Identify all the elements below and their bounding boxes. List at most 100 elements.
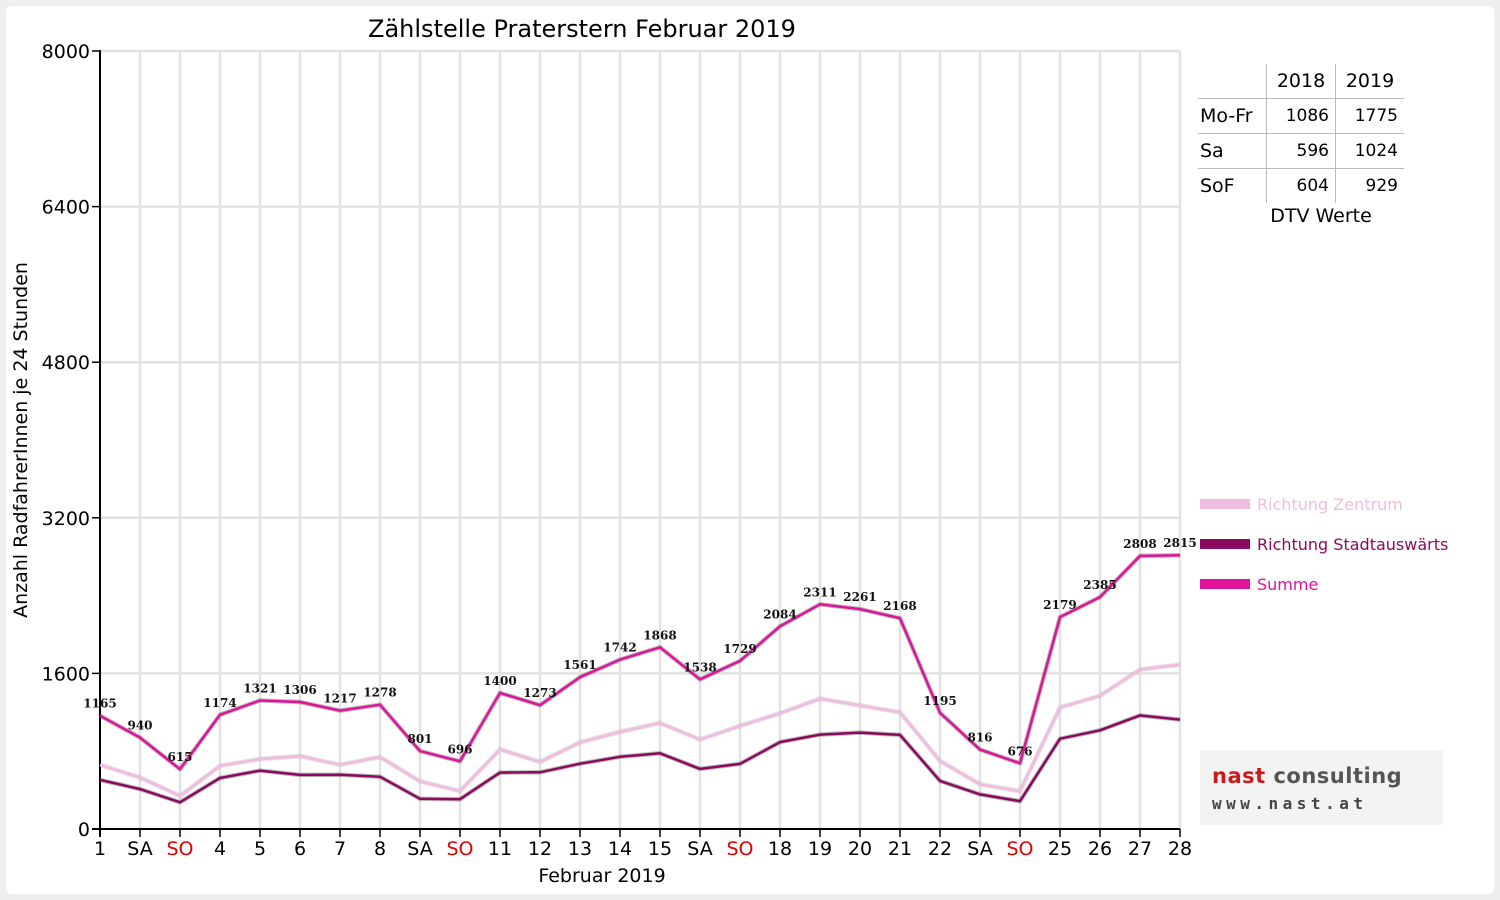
series-line-stroke [99,663,1181,798]
legend-label: Richtung Stadtauswärts [1257,535,1448,554]
nast-consulting-logo: nast consulting www.nast.at [1200,750,1443,825]
legend-swatch [1200,579,1250,589]
y-tick-label: 6400 [42,197,90,219]
data-label: 1217 [323,692,356,706]
x-tick-label: 12 [528,838,552,860]
series-line [98,552,1181,772]
y-tick-label: 0 [78,819,90,841]
data-label: 1868 [643,628,676,642]
x-tick-label: SO [1006,838,1033,860]
dtv-row-label: Mo-Fr [1198,98,1267,134]
logo-url: www.nast.at [1212,794,1368,813]
x-tick-label: 8 [374,838,386,860]
data-label: 1174 [203,696,236,710]
dtv-table: 2018 2019 Mo-Fr 1086 1775 Sa 596 1024 So… [1198,64,1404,227]
series-line-shadow [98,552,1181,772]
x-tick-label: 20 [848,838,872,860]
dtv-cell: 929 [1335,168,1404,203]
dtv-cell: 1024 [1335,133,1404,169]
data-label: 1306 [283,683,316,697]
dtv-row-label: Sa [1198,133,1267,169]
series-line [99,662,1181,799]
data-label: 1278 [363,686,396,700]
data-label: 940 [127,719,152,733]
series-line-stroke [99,553,1181,771]
x-tick-label: 25 [1048,838,1072,860]
legend: Richtung Zentrum Richtung Stadtauswärts Su… [1200,495,1448,594]
data-label: 1742 [603,641,636,655]
y-tick-labels: 0 1600 3200 4800 6400 8000 [42,41,90,841]
legend-entry: Richtung Stadtauswärts [1200,535,1448,554]
x-tick-label: SA [407,838,432,860]
data-label: 2261 [843,590,876,604]
data-label: 1321 [243,682,276,696]
dtv-cell: 604 [1266,168,1336,203]
data-label: 2385 [1083,578,1116,592]
data-label: 1195 [923,694,956,708]
data-label: 1273 [523,686,556,700]
legend-entry: Summe [1200,575,1318,594]
data-labels: 1165 940 615 1174 1321 1306 1217 1278 801 696 1400… [83,536,1196,764]
x-tick-label: SA [127,838,152,860]
logo-name-part2: consulting [1265,764,1403,788]
dtv-cell: 1775 [1335,98,1404,134]
data-label: 2808 [1123,537,1156,551]
logo-name-part1: nast [1212,764,1266,788]
data-label: 696 [447,742,472,756]
legend-swatch [1200,499,1250,509]
logo-name: nast consulting [1212,764,1402,788]
axes [92,50,1181,837]
x-tick-label: 13 [568,838,592,860]
x-tick-label: SA [687,838,712,860]
y-tick-label: 1600 [42,663,90,685]
data-label: 801 [407,732,432,746]
data-label: 1729 [723,642,756,656]
x-tick-label: 28 [1168,838,1192,860]
dtv-header-2018: 2018 [1266,64,1336,99]
dtv-header-2019: 2019 [1335,64,1404,99]
x-tick-label: SA [967,838,992,860]
x-tick-label: 27 [1128,838,1152,860]
x-tick-label: 11 [488,838,512,860]
chart-title: Zählstelle Praterstern Februar 2019 [368,15,796,43]
data-label: 676 [1007,744,1032,758]
data-label: 1165 [83,697,116,711]
data-label: 2311 [803,585,836,599]
series-line [99,713,1181,805]
x-tick-label: 7 [334,838,346,860]
x-tick-label: 1 [94,838,106,860]
legend-entry: Richtung Zentrum [1200,495,1403,514]
x-tick-label: SO [446,838,473,860]
x-tick-label: SO [166,838,193,860]
dtv-cell: 1086 [1266,98,1336,134]
x-tick-labels: 1 SA SO 4 5 6 7 8 SA SO 11 12 13 14 15 SA SO 18 19 20 21 22 SA… [94,838,1192,860]
x-tick-label: 22 [928,838,952,860]
x-tick-label: 4 [214,838,226,860]
x-tick-label: 6 [294,838,306,860]
x-tick-label: SO [726,838,753,860]
data-label: 816 [967,731,992,745]
x-tick-label: 21 [888,838,912,860]
data-label: 2084 [763,607,796,621]
grid [100,49,1182,829]
data-label: 615 [167,750,192,764]
data-label: 1561 [563,658,596,672]
y-tick-label: 8000 [42,41,90,63]
dtv-cell: 596 [1266,133,1336,169]
x-tick-label: 26 [1088,838,1112,860]
x-tick-label: 5 [254,838,266,860]
x-axis-label: Februar 2019 [538,865,665,887]
dtv-caption: DTV Werte [1270,205,1372,227]
legend-label: Summe [1257,575,1318,594]
legend-label: Richtung Zentrum [1257,495,1403,514]
data-label: 2179 [1043,598,1076,612]
x-tick-label: 19 [808,838,832,860]
dtv-row-label: SoF [1198,168,1267,203]
series-lines [98,552,1181,805]
legend-swatch [1200,539,1250,549]
y-tick-label: 3200 [42,508,90,530]
x-tick-label: 14 [608,838,632,860]
y-axis-label: Anzahl RadfahrerInnen je 24 Stunden [10,262,32,618]
series-line-stroke [99,714,1181,804]
